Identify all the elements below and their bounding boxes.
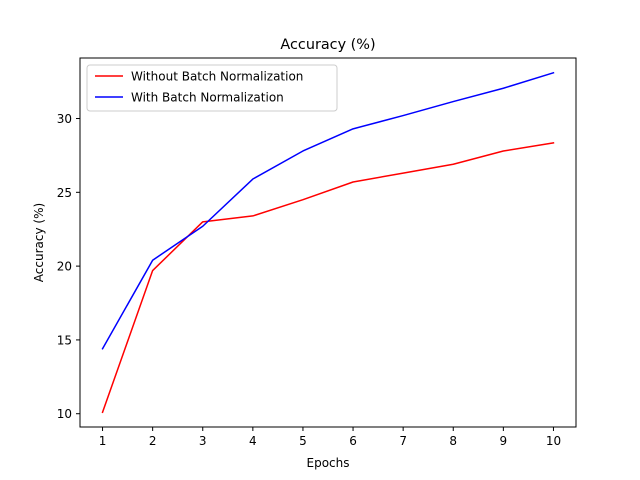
x-tick-label: 9 [500,434,508,448]
y-tick-label: 10 [57,407,72,421]
series-line-without-batch-normalization [101,142,555,414]
y-tick-label: 15 [57,333,72,347]
legend: Without Batch Normalization With Batch N… [86,64,338,112]
x-axis-ticks: 1 2 3 4 5 6 7 8 9 10 [99,427,561,448]
legend-label-with-batch-normalization: With Batch Normalization [131,91,284,105]
legend-box [86,64,338,112]
x-tick-label: 10 [546,434,561,448]
y-tick-label: 20 [57,260,72,274]
y-axis-label: Accuracy (%) [32,203,46,282]
x-tick-label: 5 [299,434,307,448]
x-tick-label: 1 [99,434,107,448]
x-tick-label: 7 [399,434,407,448]
chart-title: Accuracy (%) [280,37,375,53]
y-tick-label: 30 [57,112,72,126]
x-axis-label: Epochs [307,456,350,470]
x-tick-label: 8 [449,434,457,448]
x-tick-label: 3 [199,434,207,448]
y-tick-label: 25 [57,186,72,200]
plot-frame [79,57,577,428]
x-tick-label: 2 [149,434,157,448]
y-axis-ticks: 10 15 20 25 30 [57,112,80,421]
x-tick-label: 6 [349,434,357,448]
series-layer [101,71,555,414]
x-tick-label: 4 [249,434,257,448]
series-line-with-batch-normalization [101,71,555,350]
legend-label-without-batch-normalization: Without Batch Normalization [131,70,303,84]
